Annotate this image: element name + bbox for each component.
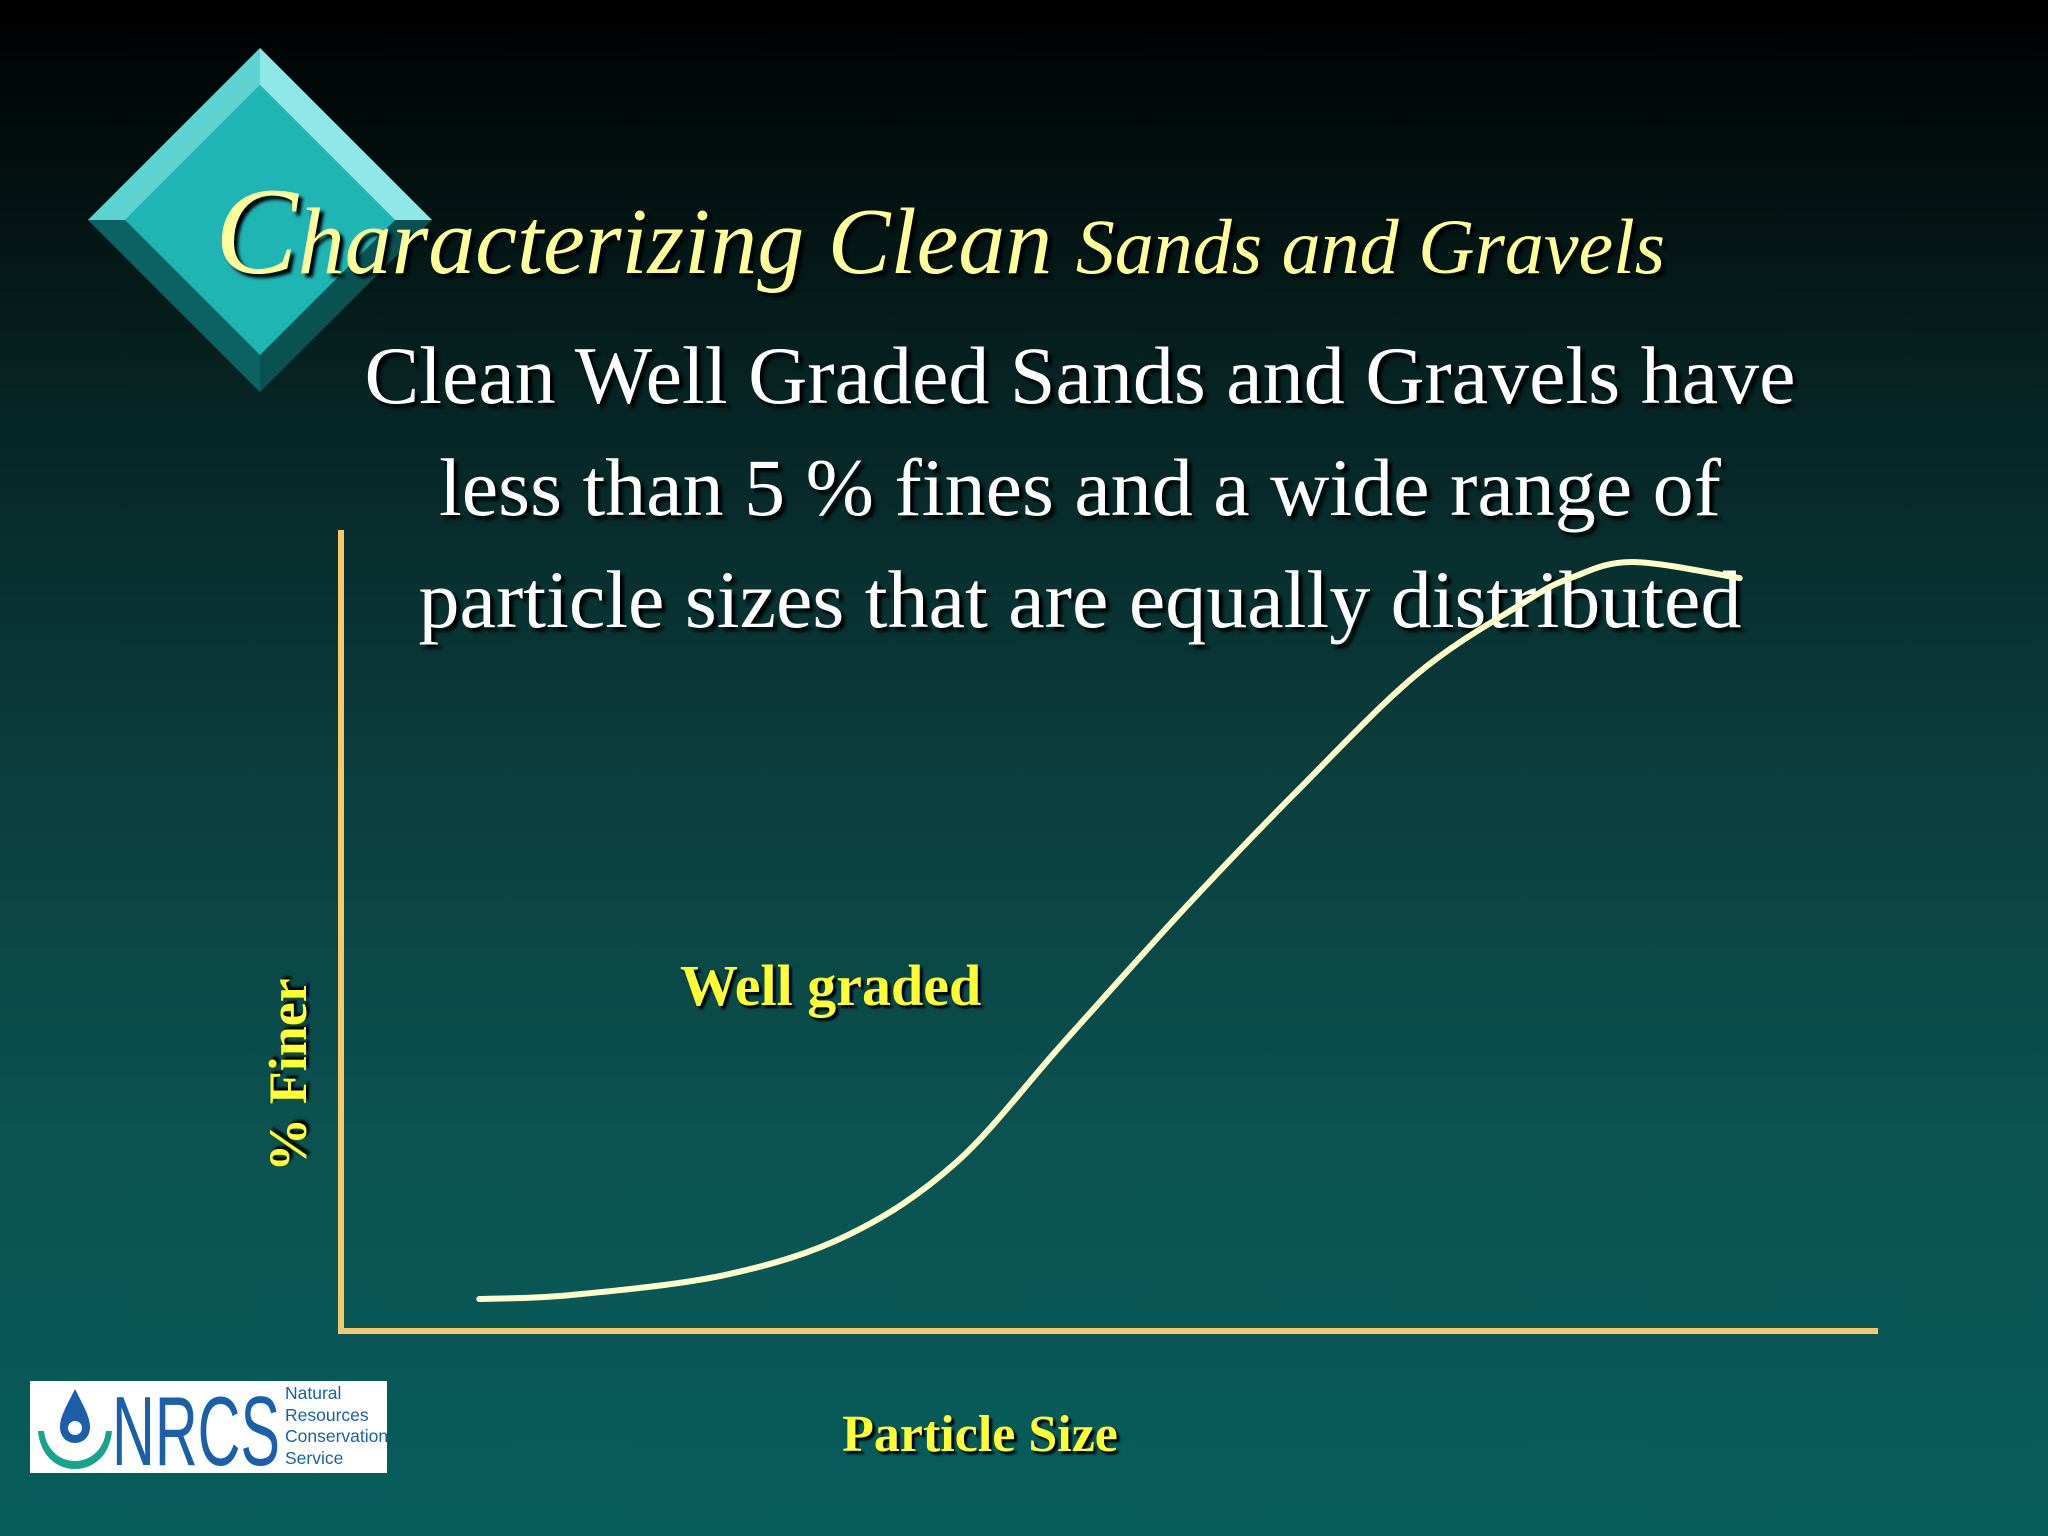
subtitle-line-2: less than 5 % fines and a wide range of [439, 442, 1721, 533]
svg-text:NRCS: NRCS [112, 1385, 280, 1471]
gradation-curve-series [476, 559, 1743, 1302]
y-axis-label: % Finer [258, 978, 318, 1172]
logo-text-line-4: Service [285, 1447, 344, 1468]
logo-text-line-1: Natural [285, 1383, 342, 1403]
logo-agency-name: Natural Resources Conservation Service [285, 1383, 388, 1469]
logo-text-line-3: Conservation [285, 1426, 389, 1446]
title-part-2: Sands and Gravels [1075, 203, 1666, 290]
diamond-bullet-icon [88, 48, 432, 392]
title-initial: C [215, 163, 298, 300]
subtitle-line-1: Clean Well Graded Sands and Gravels have [364, 330, 1796, 421]
chart-annotation-well-graded: Well graded [680, 953, 982, 1018]
nrcs-logo: NRCS Natural Resources Conservation Serv… [30, 1381, 388, 1473]
water-drop-icon [38, 1389, 112, 1469]
x-axis-label: Particle Size [842, 1406, 1118, 1463]
subtitle-line-3: particle sizes that are equally distribu… [418, 554, 1742, 645]
title-part-1: haracterizing Clean [297, 190, 1076, 294]
nrcs-wordmark: NRCS [112, 1385, 280, 1471]
logo-text-line-2: Resources [285, 1404, 369, 1425]
slide-subtitle: Clean Well Graded Sands and Gravels have… [200, 320, 1960, 656]
slide-title: Characterizing Clean Sands and Gravels [215, 170, 1995, 294]
